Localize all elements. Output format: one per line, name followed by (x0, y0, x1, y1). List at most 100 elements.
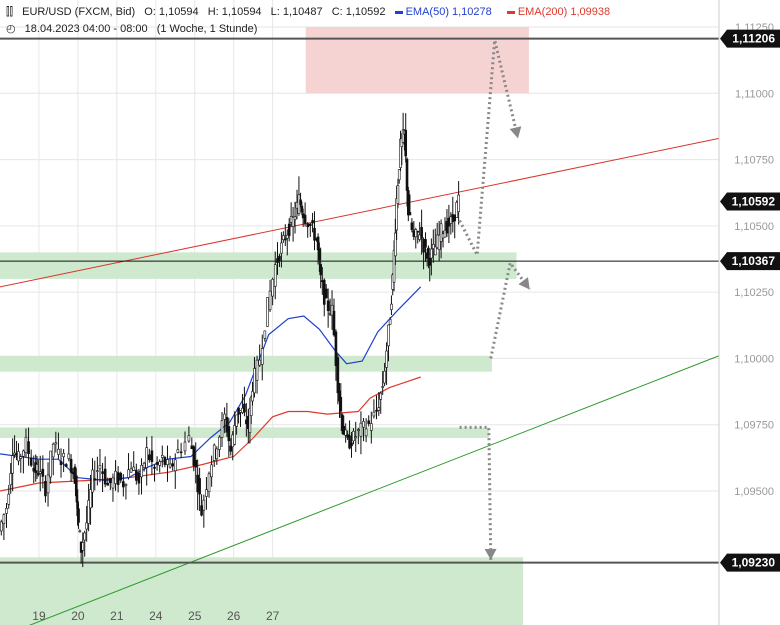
projection-arrowhead (509, 126, 522, 139)
candle-body (62, 453, 65, 457)
candle-body (284, 238, 287, 241)
candle-body (194, 459, 198, 468)
y-tick-label: 1,09500 (734, 486, 774, 498)
candle-body (362, 421, 365, 428)
candle-body (271, 278, 274, 297)
candle-body (359, 422, 363, 437)
candle-body (85, 522, 88, 530)
candle-body (7, 493, 11, 505)
ema50-value: 1,10278 (451, 6, 492, 18)
price-tag: 1,10592 (720, 192, 780, 211)
ema200-label: EMA(200) (517, 6, 568, 18)
candle-body (316, 236, 320, 251)
candle-body (223, 413, 226, 420)
candle-body (383, 370, 386, 384)
candle-body (387, 324, 390, 347)
candle-body (396, 185, 400, 204)
candle-body (129, 468, 133, 473)
candle-body (390, 303, 393, 310)
candle-body (404, 129, 408, 157)
candle-body (89, 489, 92, 509)
candle-body (160, 455, 164, 458)
x-tick-label: 21 (110, 609, 124, 623)
candle-body (93, 478, 97, 481)
candle-body (2, 514, 6, 525)
price-tag-label: 1,09230 (732, 556, 776, 570)
candle-body (443, 229, 447, 238)
candle-body (210, 464, 213, 478)
candle-body (326, 300, 330, 311)
candle-body (370, 423, 373, 431)
candle-body (44, 480, 47, 497)
candle-body (81, 542, 85, 551)
y-tick-label: 1,10000 (734, 353, 774, 365)
candle-body (282, 235, 285, 240)
candle-body (350, 442, 353, 447)
candle-body (278, 255, 281, 262)
candle-body (268, 290, 272, 311)
price-tag-box (720, 29, 780, 48)
projection-arrowhead (484, 548, 497, 560)
candle-body (233, 425, 236, 445)
candle-body (377, 407, 381, 411)
candle-body (116, 472, 120, 485)
candle-body (67, 453, 71, 459)
candle-body (145, 447, 149, 468)
candle-body (135, 469, 138, 481)
candle-body (122, 481, 125, 488)
candle-body (46, 474, 50, 494)
candle-body (49, 450, 52, 478)
candle-body (155, 462, 159, 465)
candle-body (69, 458, 73, 473)
candle-body (308, 223, 312, 226)
candle-body (263, 330, 267, 339)
candle-body (433, 246, 437, 256)
candle-body (5, 508, 8, 514)
ema50-line (0, 286, 422, 482)
candle-body (207, 473, 211, 492)
x-tick-label: 19 (32, 609, 46, 623)
candle-body (150, 450, 154, 463)
candle-body (124, 484, 128, 487)
x-tick-label: 20 (71, 609, 85, 623)
x-tick-label: 27 (266, 609, 280, 623)
candle-body (303, 214, 307, 224)
candle-body (405, 158, 409, 191)
candle-body (132, 466, 136, 471)
candle-body (220, 420, 224, 438)
chart-header: ⫿⫿ EUR/USD (FXCM, Bid) O: 1,10594 H: 1,1… (6, 6, 622, 19)
candle-body (313, 227, 316, 241)
candle-body (166, 459, 169, 465)
candle-body (24, 436, 28, 454)
candle-body (212, 444, 216, 461)
candle-body (109, 478, 112, 484)
candle-body (445, 221, 449, 234)
candle-body (200, 505, 203, 516)
candlestick-icon: ⫿⫿ (6, 6, 14, 18)
candle-body (51, 443, 55, 458)
candle-body (293, 216, 297, 220)
support-zone (0, 427, 489, 438)
candle-body (19, 456, 23, 459)
ema200-value: 1,09938 (570, 6, 611, 18)
candle-body (101, 471, 104, 474)
candle-body (388, 319, 392, 325)
candle-body (227, 426, 231, 442)
period: (1 Woche, 1 Stunde) (156, 23, 258, 35)
y-tick-label: 1,09750 (734, 420, 774, 432)
support-zone (0, 557, 524, 625)
candle-body (453, 214, 457, 222)
candle-body (192, 446, 196, 466)
candle-body (311, 220, 314, 224)
candle-body (394, 232, 397, 257)
candle-body (27, 441, 30, 454)
x-tick-label: 25 (188, 609, 202, 623)
candle-body (416, 230, 420, 233)
candle-body (432, 244, 435, 249)
candle-body (114, 470, 117, 484)
resistance-zone (305, 27, 529, 94)
candle-body (96, 470, 99, 472)
candle-body (142, 462, 146, 468)
candle-body (427, 247, 430, 255)
